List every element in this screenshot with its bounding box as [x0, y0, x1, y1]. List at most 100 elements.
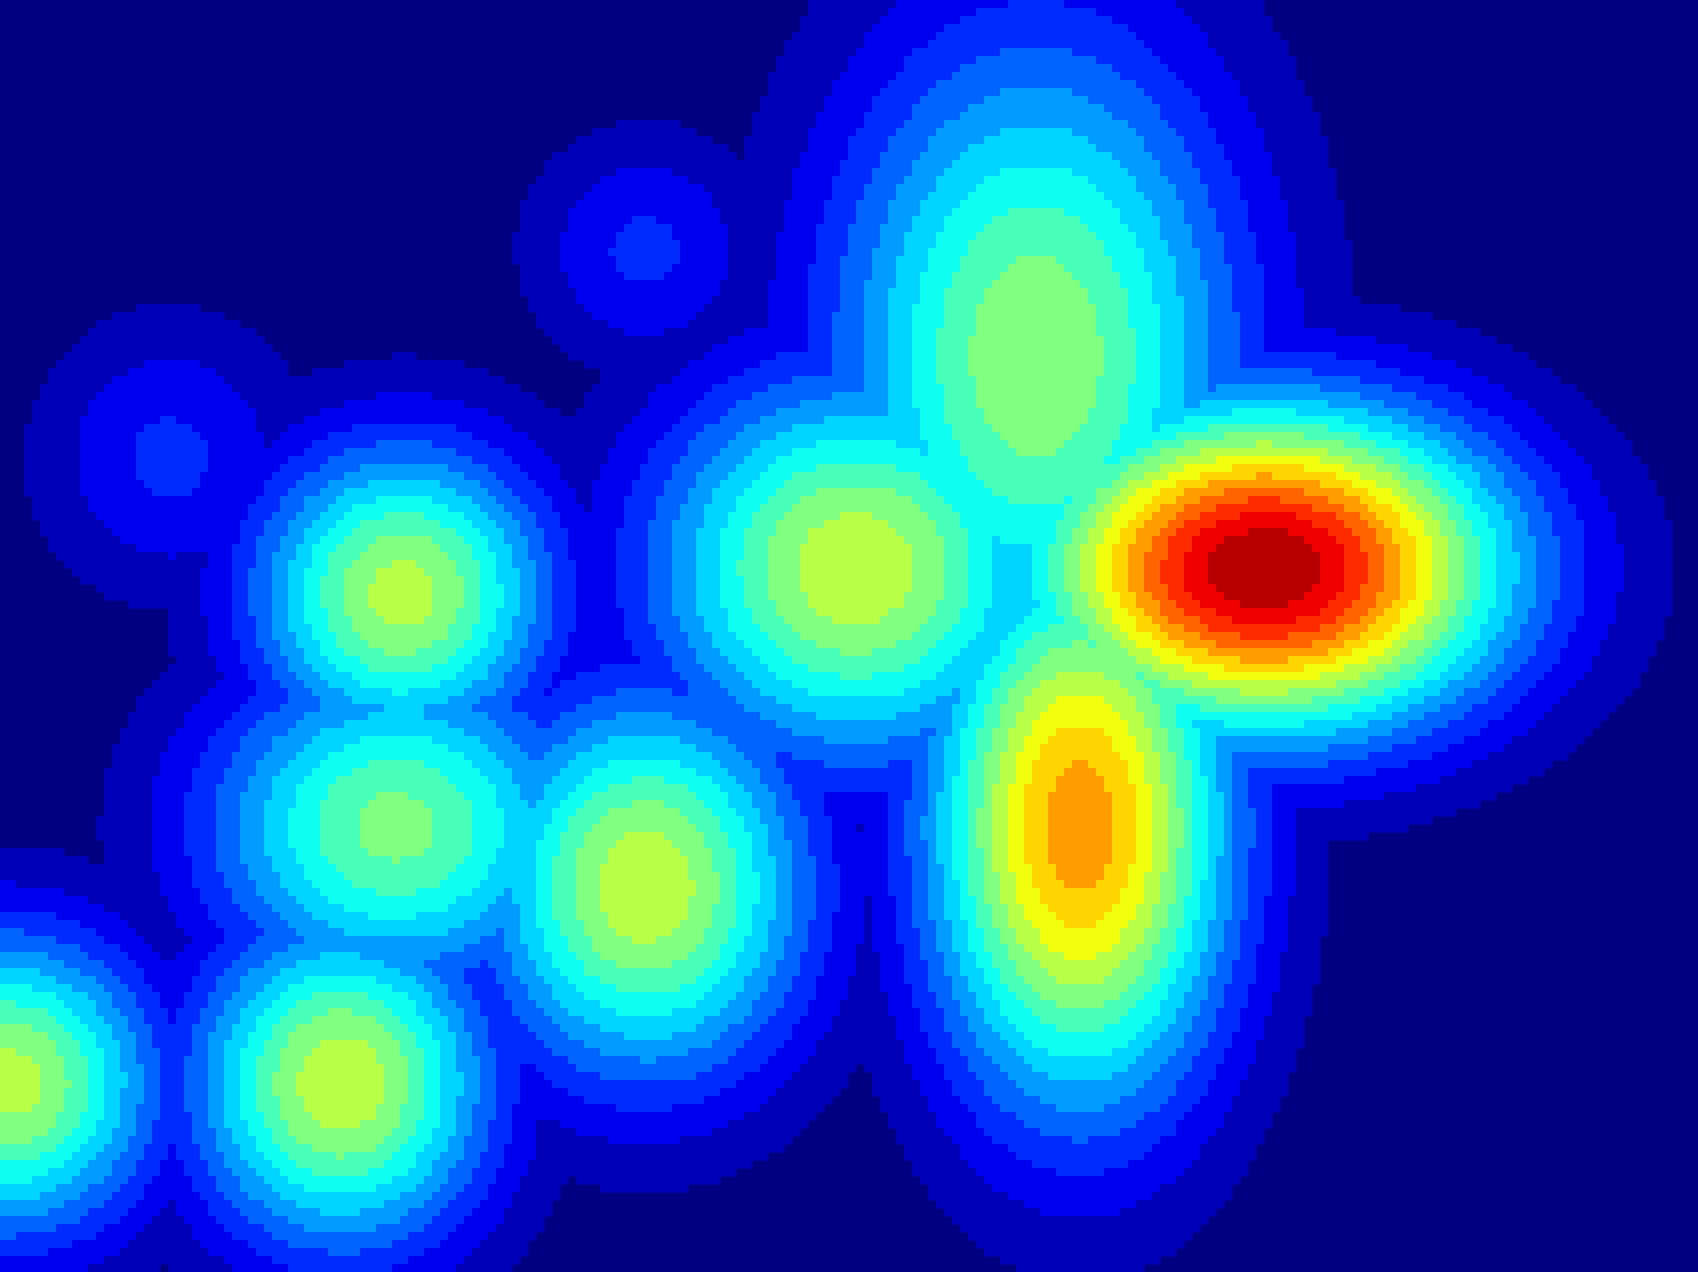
heatmap-cell: [328, 568, 345, 577]
heatmap-cell: [1232, 968, 1257, 977]
heatmap-cell: [160, 1088, 185, 1097]
heatmap-cell: [1056, 520, 1081, 529]
heatmap-cell: [912, 584, 945, 593]
heatmap-cell: [1144, 552, 1169, 561]
heatmap-cell: [1232, 912, 1249, 921]
heatmap-cell: [1240, 952, 1257, 961]
heatmap-cell: [576, 584, 617, 593]
heatmap-cell: [408, 1232, 449, 1241]
heatmap-cell: [144, 1152, 169, 1161]
heatmap-cell: [408, 992, 433, 1001]
heatmap-cell: [464, 1144, 489, 1153]
heatmap-cell: [784, 480, 929, 489]
heatmap-cell: [224, 1104, 241, 1113]
heatmap-cell: [1392, 712, 1425, 721]
heatmap-cell: [1208, 32, 1281, 41]
heatmap-cell: [288, 488, 321, 497]
heatmap-cell: [1184, 504, 1217, 513]
heatmap-cell: [1616, 608, 1673, 617]
heatmap-cell: [176, 728, 217, 737]
heatmap-cell: [736, 848, 753, 857]
heatmap-cell: [944, 664, 985, 673]
heatmap-cell: [1472, 464, 1497, 473]
heatmap-cell: [296, 632, 313, 641]
heatmap-cell: [304, 472, 345, 481]
heatmap-cell: [1512, 528, 1529, 537]
heatmap-cell: [808, 128, 857, 137]
heatmap-cell: [304, 448, 345, 457]
heatmap-cell: [1392, 432, 1425, 441]
heatmap-cell: [0, 936, 57, 945]
heatmap-cell: [984, 752, 1001, 761]
heatmap-cell: [888, 352, 913, 361]
heatmap-cell: [1496, 528, 1513, 537]
heatmap-cell: [960, 696, 977, 705]
heatmap-cell: [264, 1152, 289, 1161]
heatmap-cell: [344, 568, 377, 577]
heatmap-cell: [1184, 640, 1217, 649]
heatmap-cell: [192, 704, 241, 713]
heatmap-cell: [1152, 736, 1169, 745]
heatmap-cell: [904, 968, 929, 977]
heatmap-cell: [856, 944, 873, 953]
heatmap-cell: [768, 288, 809, 297]
heatmap-cell: [240, 800, 265, 809]
heatmap-cell: [1024, 816, 1049, 825]
heatmap-cell: [232, 1200, 265, 1209]
heatmap-cell: [104, 592, 201, 601]
heatmap-cell: [888, 520, 937, 529]
heatmap-cell: [464, 968, 497, 977]
heatmap-cell: [1400, 560, 1417, 569]
heatmap-cell: [560, 520, 625, 529]
heatmap-cell: [1480, 544, 1497, 553]
heatmap-cell: [608, 848, 681, 857]
heatmap-cell: [0, 904, 105, 913]
heatmap-cell: [952, 728, 961, 737]
heatmap-cell: [1336, 536, 1361, 545]
heatmap-cell: [992, 576, 1033, 585]
heatmap-cell: [1024, 640, 1073, 649]
heatmap-cell: [1224, 808, 1233, 817]
heatmap-cell: [1152, 1192, 1233, 1201]
heatmap-cell: [992, 864, 1009, 873]
heatmap-cell: [1048, 904, 1113, 913]
heatmap-cell: [136, 696, 201, 705]
heatmap-cell: [312, 688, 345, 697]
heatmap-cell: [80, 1016, 105, 1025]
heatmap-cell: [608, 1136, 681, 1145]
heatmap-cell: [992, 280, 1081, 289]
heatmap-cell: [816, 976, 849, 985]
heatmap-cell: [576, 1176, 721, 1185]
heatmap-cell: [144, 1072, 161, 1081]
heatmap-cell: [408, 688, 465, 697]
heatmap-cell: [1128, 1008, 1161, 1017]
heatmap-cell: [760, 504, 793, 513]
heatmap-cell: [736, 1048, 777, 1057]
heatmap-cell: [32, 504, 89, 513]
heatmap-cell: [888, 872, 913, 881]
heatmap-cell: [1440, 528, 1457, 537]
heatmap-cell: [1096, 920, 1129, 929]
heatmap-cell: [1104, 456, 1121, 465]
heatmap-cell: [112, 1000, 137, 1009]
heatmap-cell: [256, 1056, 281, 1065]
heatmap-cell: [1152, 944, 1177, 953]
heatmap-cell: [136, 440, 209, 449]
heatmap-cell: [1184, 992, 1209, 1001]
heatmap-cell: [776, 608, 817, 617]
heatmap-cell: [928, 248, 969, 257]
heatmap-cell: [1200, 968, 1217, 977]
heatmap-cell: [1160, 56, 1225, 65]
heatmap-cell: [1256, 952, 1281, 961]
heatmap-cell: [1224, 536, 1305, 545]
heatmap-cell: [384, 1200, 425, 1209]
heatmap-cell: [384, 648, 417, 657]
heatmap-cell: [1176, 1048, 1201, 1057]
heatmap-cell: [992, 800, 1009, 809]
heatmap-cell: [1064, 920, 1097, 929]
heatmap-cell: [576, 872, 601, 881]
heatmap-cell: [808, 328, 833, 337]
heatmap-cell: [816, 640, 897, 649]
heatmap-cell: [848, 976, 881, 985]
heatmap-cell: [328, 784, 457, 793]
